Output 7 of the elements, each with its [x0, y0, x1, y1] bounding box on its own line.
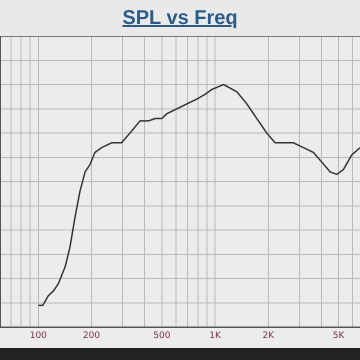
x-tick-label: 1K — [209, 330, 222, 341]
x-tick-label: 500 — [153, 330, 171, 341]
x-tick-label: 5K — [332, 330, 346, 341]
x-tick-label: 100 — [30, 330, 48, 341]
chart-title: SPL vs Freq — [122, 6, 238, 30]
x-tick-label: 200 — [82, 330, 100, 341]
x-tick-label: 2K — [262, 330, 276, 341]
